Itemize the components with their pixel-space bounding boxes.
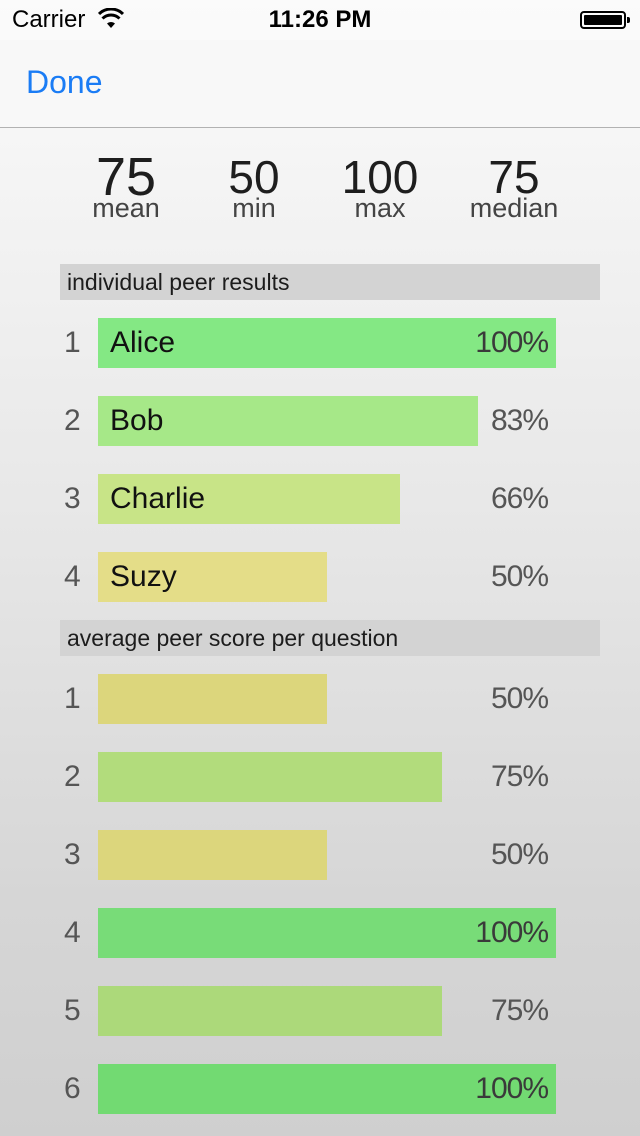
peer-result-row[interactable]: 3 Charlie 66% [0, 474, 640, 524]
score-bar [98, 474, 400, 524]
score-bar [98, 986, 442, 1036]
score-bar [98, 908, 556, 958]
question-score-row[interactable]: 2 75% [0, 752, 640, 802]
section-header-question-scores: average peer score per question [60, 620, 600, 656]
percent-label: 100% [475, 916, 549, 949]
percent-label: 66% [490, 482, 549, 515]
battery-icon [580, 11, 630, 29]
stat-min-label: min [232, 193, 276, 223]
clock: 11:26 PM [268, 6, 372, 33]
peer-result-row[interactable]: 2 Bob 83% [0, 396, 640, 446]
percent-label: 75% [490, 760, 549, 793]
question-score-row[interactable]: 3 50% [0, 830, 640, 880]
score-bar [98, 1064, 556, 1114]
rank-number: 3 [64, 482, 81, 515]
done-button[interactable]: Done [26, 64, 103, 100]
stat-mean-value: 75 [95, 147, 157, 207]
carrier-label: Carrier [12, 6, 86, 33]
peer-name: Suzy [110, 560, 177, 593]
rank-number: 1 [64, 326, 81, 359]
peer-name: Bob [110, 404, 164, 437]
question-score-row[interactable]: 5 75% [0, 986, 640, 1036]
stat-median: 75 median [444, 152, 584, 222]
stat-mean-label: mean [92, 193, 160, 223]
stat-median-value: 75 [488, 151, 540, 203]
peer-result-row[interactable]: 4 Suzy 50% [0, 552, 640, 602]
stat-median-label: median [469, 193, 559, 223]
question-number: 3 [64, 838, 81, 871]
percent-label: 100% [475, 1072, 549, 1105]
question-score-row[interactable]: 6 100% [0, 1064, 640, 1114]
score-bar [98, 674, 327, 724]
rank-number: 4 [64, 560, 81, 593]
stat-max-value: 100 [341, 151, 419, 203]
peer-name: Charlie [110, 482, 206, 515]
score-bar [98, 552, 327, 602]
percent-label: 75% [490, 994, 549, 1027]
score-bar [98, 752, 442, 802]
question-number: 4 [64, 916, 81, 949]
percent-label: 50% [490, 560, 549, 593]
percent-label: 100% [475, 326, 549, 359]
stat-mean: 75 mean [56, 147, 196, 223]
section-header-peer-results: individual peer results [60, 264, 600, 300]
percent-label: 50% [490, 682, 549, 715]
stat-max-label: max [354, 193, 406, 223]
stat-max: 100 max [310, 152, 450, 222]
question-score-row[interactable]: 1 50% [0, 674, 640, 724]
status-bar: Carrier 11:26 PM [0, 0, 640, 40]
peer-name: Alice [110, 326, 176, 359]
question-number: 1 [64, 682, 81, 715]
score-bar [98, 830, 327, 880]
peer-result-row[interactable]: 1 Alice 100% [0, 318, 640, 368]
question-number: 5 [64, 994, 81, 1027]
navigation-bar: Done [0, 40, 640, 128]
score-bar [98, 396, 478, 446]
stat-min-value: 50 [228, 151, 280, 203]
question-number: 2 [64, 760, 81, 793]
wifi-icon [98, 8, 124, 28]
stat-min: 50 min [184, 152, 324, 222]
question-number: 6 [64, 1072, 81, 1105]
question-score-row[interactable]: 4 100% [0, 908, 640, 958]
percent-label: 83% [490, 404, 549, 437]
percent-label: 50% [490, 838, 549, 871]
rank-number: 2 [64, 404, 81, 437]
score-bar [98, 318, 556, 368]
